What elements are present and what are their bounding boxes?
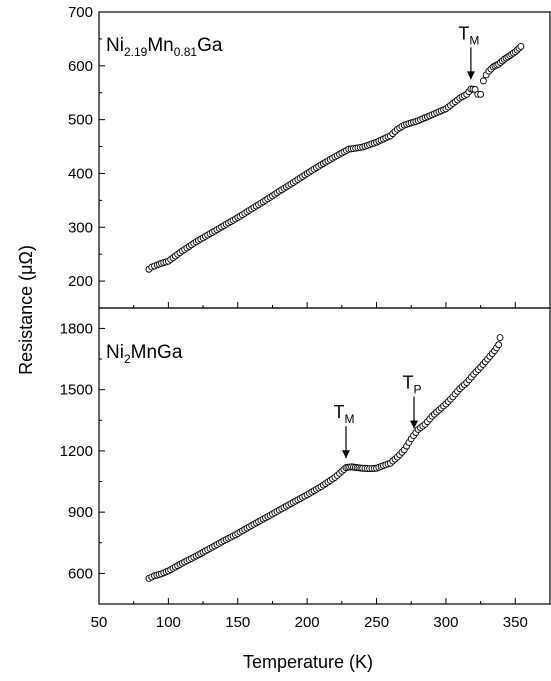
x-tick-label: 50 <box>91 614 108 631</box>
data-point <box>479 77 487 85</box>
top-panel-label: Ni2.19Mn0.81Ga <box>106 35 223 59</box>
y-tick-label: 1800 <box>60 320 93 337</box>
y-tick-label: 600 <box>68 565 93 582</box>
data-point <box>517 42 525 50</box>
y-axis-title: Resistance (μΩ) <box>16 245 36 375</box>
annotation-arrow-head <box>410 420 419 429</box>
x-tick-label: 350 <box>503 614 528 631</box>
y-tick-label: 600 <box>68 58 93 75</box>
y-tick-label: 300 <box>68 219 93 236</box>
data-point <box>496 334 504 342</box>
data-point <box>495 341 503 349</box>
plot-layer: 200 300 400 500 600 700 TM 600 900 1200 1500 1800 TM… <box>60 4 551 631</box>
x-axis-title: Temperature (K) <box>243 652 373 672</box>
x-tick-label: 150 <box>225 614 250 631</box>
y-tick-label: 1200 <box>60 443 93 460</box>
annotation-arrow-head <box>466 71 475 80</box>
annotation-label: TM <box>458 23 479 47</box>
annotation-arrow-head <box>342 450 351 459</box>
panel-1: 600 900 1200 1500 1800 TM TP <box>60 307 551 605</box>
y-tick-label: 200 <box>68 273 93 290</box>
x-tick-label: 100 <box>156 614 181 631</box>
bottom-panel-label: Ni2MnGa <box>106 342 183 366</box>
y-tick-label: 500 <box>68 112 93 129</box>
y-tick-label: 700 <box>68 4 93 21</box>
panel-0: 200 300 400 500 600 700 TM <box>68 4 551 309</box>
y-tick-label: 400 <box>68 165 93 182</box>
x-tick-label: 200 <box>295 614 320 631</box>
data-point <box>477 90 485 98</box>
annotation-label: TM <box>334 402 355 426</box>
x-tick-label: 300 <box>433 614 458 631</box>
y-tick-label: 1500 <box>60 382 93 399</box>
y-tick-label: 900 <box>68 504 93 521</box>
panel-frame <box>98 307 551 605</box>
x-tick-label: 250 <box>364 614 389 631</box>
annotation-label: TP <box>402 373 421 397</box>
